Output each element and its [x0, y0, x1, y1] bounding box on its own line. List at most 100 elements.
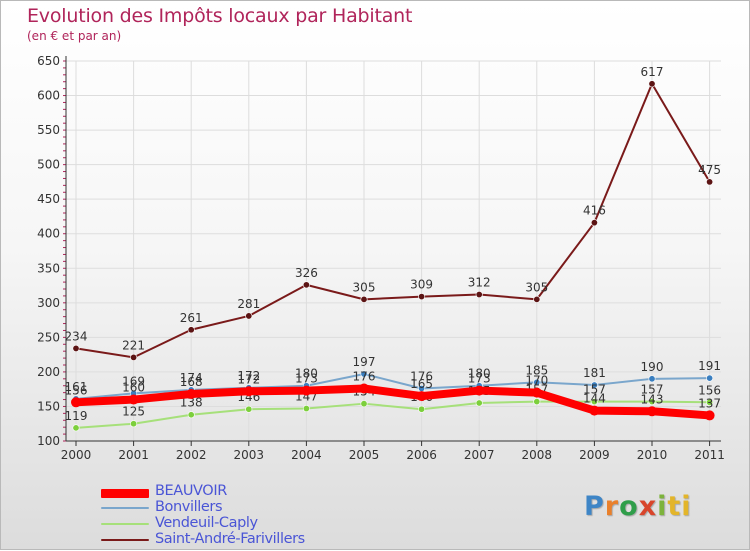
data-label-beauvoir: 176: [353, 369, 376, 383]
data-label-bonvillers: 191: [698, 359, 721, 373]
logo-letter: P: [584, 491, 605, 522]
data-point-beauvoir: [186, 389, 197, 400]
x-tick-label: 2010: [637, 448, 668, 462]
y-tick-label: 200: [37, 365, 60, 379]
data-label-beauvoir: 156: [65, 383, 88, 397]
x-tick-label: 2011: [694, 448, 725, 462]
data-point-beauvoir: [589, 405, 600, 416]
data-point-vendeuil-caply: [245, 405, 253, 413]
data-label-beauvoir: 173: [468, 372, 491, 386]
chart-title: Evolution des Impôts locaux par Habitant: [27, 5, 413, 27]
logo-letter: ti: [667, 491, 692, 522]
series-line-beauvoir: [72, 384, 714, 420]
legend-item-vendeuil-caply: Vendeuil-Caply: [101, 515, 361, 533]
data-label-beauvoir: 165: [410, 377, 433, 391]
data-label-vendeuil-caply: 157: [641, 383, 664, 397]
data-label-beauvoir: 168: [180, 375, 203, 389]
data-point-vendeuil-caply: [72, 424, 80, 432]
data-point-saint-andr-farivillers: [72, 344, 80, 352]
data-point-beauvoir: [474, 385, 485, 396]
data-label-beauvoir: 170: [525, 374, 548, 388]
series-line-saint-andr-farivillers: [75, 82, 711, 359]
data-point-saint-andr-farivillers: [360, 295, 368, 303]
data-label-bonvillers: 174: [180, 371, 203, 385]
data-label-saint-andr-farivillers: 617: [641, 65, 664, 79]
data-point-saint-andr-farivillers: [130, 353, 138, 361]
legend-swatch-saint-andre-farivillers: [101, 539, 149, 541]
data-label-saint-andr-farivillers: 221: [122, 338, 145, 352]
data-point-beauvoir: [704, 410, 715, 421]
legend-label-bonvillers: Bonvillers: [155, 499, 223, 515]
proxiti-logo: Proxiti: [584, 491, 692, 522]
data-label-saint-andr-farivillers: 281: [237, 297, 260, 311]
data-point-vendeuil-caply: [475, 399, 483, 407]
x-tick-label: 2008: [522, 448, 553, 462]
data-point-saint-andr-farivillers: [475, 291, 483, 299]
x-tick-label: 2002: [176, 448, 207, 462]
x-tick-label: 2005: [349, 448, 380, 462]
data-label-bonvillers: 180: [295, 367, 318, 381]
series-line-bonvillers: [75, 372, 711, 400]
legend-label-vendeuil-caply: Vendeuil-Caply: [155, 515, 258, 531]
data-point-vendeuil-caply: [302, 405, 310, 413]
x-tick-label: 2006: [406, 448, 437, 462]
data-point-beauvoir: [531, 387, 542, 398]
data-point-beauvoir: [416, 391, 427, 402]
data-label-saint-andr-farivillers: 234: [65, 329, 88, 343]
legend-swatch-beauvoir: [101, 489, 149, 498]
data-label-beauvoir: 144: [583, 392, 606, 406]
data-label-beauvoir: 173: [295, 372, 318, 386]
data-point-beauvoir: [301, 385, 312, 396]
data-label-bonvillers: 197: [353, 355, 376, 369]
data-point-saint-andr-farivillers: [187, 326, 195, 334]
logo-letter: i: [657, 491, 668, 522]
data-label-beauvoir: 137: [698, 396, 721, 410]
data-label-bonvillers: 181: [583, 366, 606, 380]
data-label-bonvillers: 176: [410, 369, 433, 383]
data-label-beauvoir: 143: [641, 392, 664, 406]
data-point-beauvoir: [359, 383, 369, 394]
data-label-bonvillers: 190: [641, 360, 664, 374]
data-label-bonvillers: 169: [122, 374, 145, 388]
data-point-vendeuil-caply: [130, 420, 138, 428]
legend-swatch-bonvillers: [101, 507, 149, 509]
legend-item-beauvoir: BEAUVOIR: [101, 483, 361, 501]
data-point-bonvillers: [360, 370, 368, 378]
y-tick-label: 400: [37, 227, 60, 241]
y-tick-label: 350: [37, 261, 60, 275]
y-tick-label: 450: [37, 192, 60, 206]
data-label-beauvoir: 172: [237, 372, 260, 386]
data-point-saint-andr-farivillers: [418, 293, 426, 301]
data-point-vendeuil-caply: [187, 411, 195, 419]
y-tick-label: 600: [37, 89, 60, 103]
data-point-saint-andr-farivillers: [590, 219, 598, 227]
logo-letter: o: [619, 491, 639, 522]
x-tick-label: 2000: [61, 448, 92, 462]
x-tick-label: 2007: [464, 448, 495, 462]
data-label-vendeuil-caply: 156: [698, 383, 721, 397]
logo-letter: x: [638, 491, 658, 522]
data-point-saint-andr-farivillers: [533, 295, 541, 303]
x-tick-label: 2004: [291, 448, 322, 462]
y-tick-label: 500: [37, 158, 60, 172]
data-point-saint-andr-farivillers: [302, 281, 310, 289]
data-point-beauvoir: [128, 394, 139, 405]
legend-item-saint-andre-farivillers: Saint-André-Farivillers: [101, 531, 361, 549]
legend-label-beauvoir: BEAUVOIR: [155, 483, 227, 499]
data-point-saint-andr-farivillers: [706, 178, 714, 186]
data-point-vendeuil-caply: [590, 398, 598, 406]
data-label-vendeuil-caply: 125: [122, 405, 145, 419]
data-point-vendeuil-caply: [360, 400, 368, 408]
data-label-bonvillers: 161: [65, 380, 88, 394]
data-label-bonvillers: 185: [525, 363, 548, 377]
data-label-saint-andr-farivillers: 312: [468, 276, 491, 290]
data-point-beauvoir: [243, 386, 254, 397]
logo-letter: r: [604, 491, 620, 522]
legend-swatch-vendeuil-caply: [101, 523, 149, 525]
data-label-bonvillers: 180: [468, 367, 491, 381]
data-label-bonvillers: 172: [237, 369, 260, 383]
legend-label-saint-andre-farivillers: Saint-André-Farivillers: [155, 531, 305, 547]
data-point-bonvillers: [648, 375, 656, 383]
x-tick-label: 2001: [118, 448, 149, 462]
